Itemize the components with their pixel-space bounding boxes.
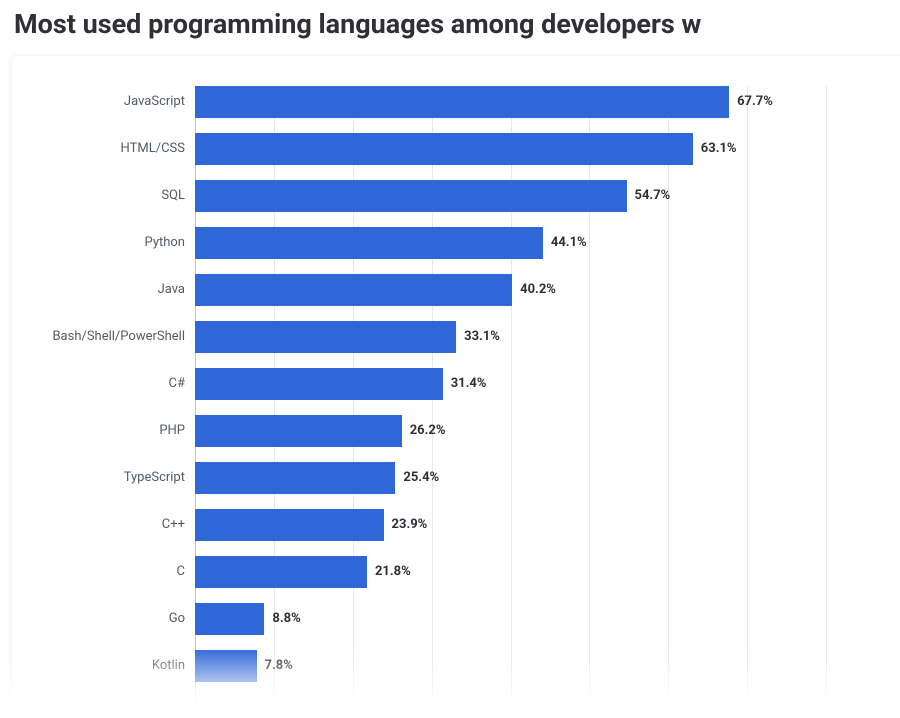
value-label: 44.1% — [543, 227, 587, 259]
category-label: Java — [158, 274, 195, 306]
bar — [195, 509, 384, 541]
bar — [195, 603, 264, 635]
value-label: 67.7% — [729, 86, 773, 118]
value-label: 40.2% — [512, 274, 556, 306]
category-label: Kotlin — [152, 650, 195, 682]
bar — [195, 86, 729, 118]
value-label: 25.4% — [395, 462, 439, 494]
page: Most used programming languages among de… — [0, 0, 900, 718]
category-label: Bash/Shell/PowerShell — [52, 321, 195, 353]
chart-bars: JavaScript67.7%HTML/CSS63.1%SQL54.7%Pyth… — [195, 86, 900, 718]
value-label: 7.8% — [257, 650, 293, 682]
value-label: 31.4% — [443, 368, 487, 400]
value-label: 54.7% — [627, 180, 671, 212]
bar — [195, 462, 395, 494]
bar — [195, 133, 693, 165]
bar — [195, 650, 257, 682]
bar — [195, 415, 402, 447]
bar — [195, 368, 443, 400]
category-label: PHP — [159, 415, 195, 447]
value-label: 8.8% — [264, 603, 300, 635]
bar — [195, 556, 367, 588]
category-label: C — [177, 556, 195, 588]
bar — [195, 321, 456, 353]
category-label: SQL — [161, 180, 195, 212]
chart-card: JavaScript 67.7% HTML/CSS 63.1% SQL 54.7% Pyth… — [12, 56, 900, 718]
chart-plot: JavaScript67.7%HTML/CSS63.1%SQL54.7%Pyth… — [195, 86, 900, 718]
value-label: 21.8% — [367, 556, 411, 588]
category-label: C# — [169, 368, 195, 400]
category-label: TypeScript — [124, 462, 195, 494]
bar — [195, 274, 512, 306]
category-label: Python — [145, 227, 195, 259]
value-label: 33.1% — [456, 321, 500, 353]
value-label: 23.9% — [384, 509, 428, 541]
category-label: HTML/CSS — [121, 133, 195, 165]
bar — [195, 180, 627, 212]
category-label: C++ — [162, 509, 195, 541]
category-label: Go — [169, 603, 195, 635]
page-title: Most used programming languages among de… — [0, 0, 900, 52]
bar — [195, 227, 543, 259]
category-label: JavaScript — [124, 86, 195, 118]
value-label: 63.1% — [693, 133, 737, 165]
value-label: 26.2% — [402, 415, 446, 447]
